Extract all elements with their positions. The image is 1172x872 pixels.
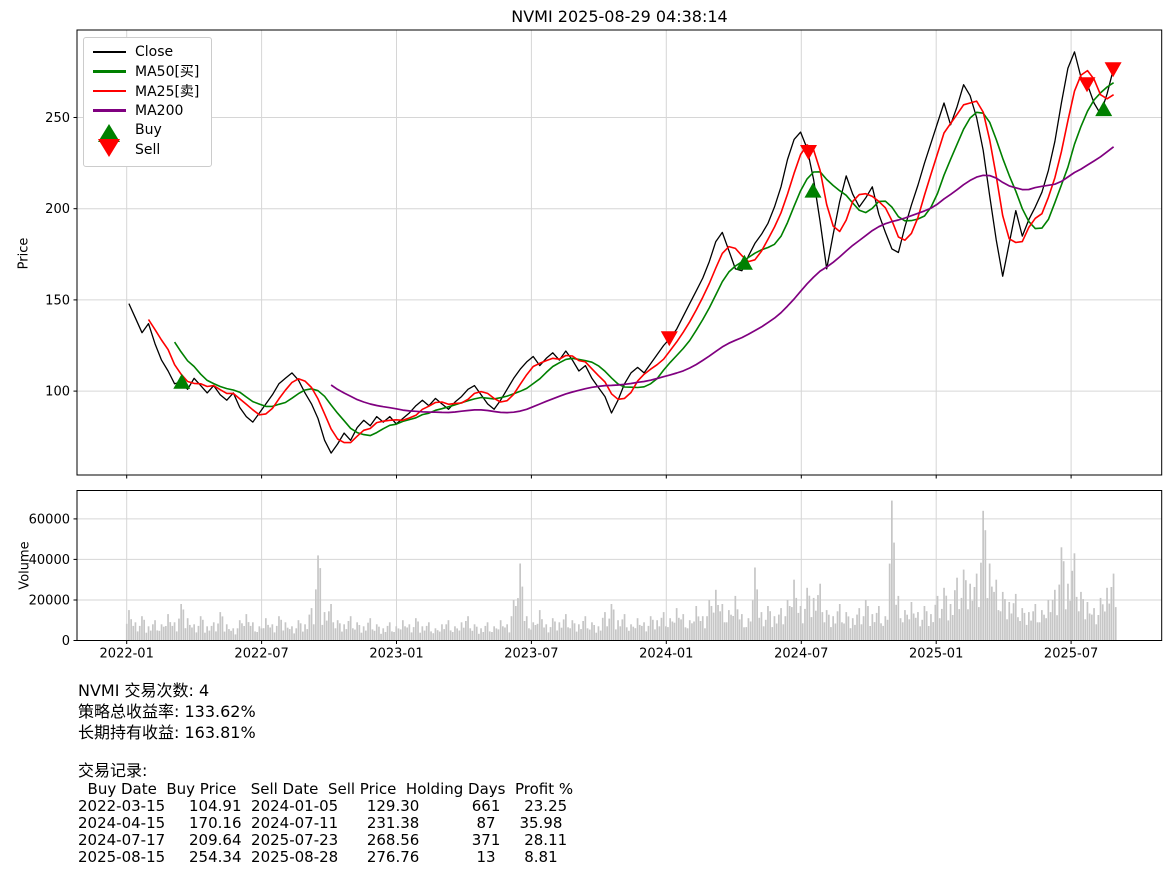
svg-text:2023-07: 2023-07 [504,647,558,662]
legend-item-close: Close [91,42,199,62]
trade-records-title: 交易记录: [78,761,148,780]
chart-title: NVMI 2025-08-29 04:38:14 [511,7,728,26]
svg-text:2025-07: 2025-07 [1044,647,1098,662]
ma50-line [173,82,1115,437]
trade-table-row: 2024-04-15 170.16 2024-07-11 231.38 87 3… [78,814,563,832]
trade-table-row: 2022-03-15 104.91 2024-01-05 129.30 661 … [78,797,568,815]
tick-labels: 2022-01 2022-07 2023-01 2023-07 2024-01 2024-… [29,111,1099,662]
svg-text:60000: 60000 [29,512,70,527]
ma200-line [330,146,1115,414]
svg-text:20000: 20000 [29,594,70,609]
svg-text:2025-01: 2025-01 [909,647,963,662]
ma50-line-swatch [91,70,127,73]
axis-ticks [73,117,1072,644]
legend-item-ma25: MA25[卖] [91,81,199,101]
stat-line: NVMI 交易次数: 4 [78,681,210,700]
svg-text:2022-01: 2022-01 [100,647,154,662]
stat-line: 策略总收益率: 133.62% [78,702,256,721]
sell-marker-icon [91,139,127,158]
ma25-line [147,69,1115,444]
volume-bars [125,500,1117,641]
strategy-stats: NVMI 交易次数: 4 策略总收益率: 133.62% 长期持有收益: 163.8… [78,680,573,743]
svg-text:0: 0 [62,634,70,649]
axes-spines [76,29,1163,641]
svg-text:2023-01: 2023-01 [369,647,423,662]
svg-text:2024-07: 2024-07 [774,647,828,662]
close-line-swatch [91,50,127,53]
legend-label: Buy [135,122,162,139]
legend-label: MA200 [135,102,184,119]
svg-text:2022-07: 2022-07 [234,647,288,662]
svg-text:2024-01: 2024-01 [639,647,693,662]
legend-label: MA25[卖] [135,83,200,100]
price-axis-label: Price [16,237,32,270]
legend-item-sell: Sell [91,139,199,160]
volume-axis-label: Volume [17,541,33,590]
svg-text:150: 150 [45,293,70,308]
sell-markers [660,62,1122,347]
legend-label: MA50[买] [135,64,200,81]
trade-table-row: 2025-08-15 254.34 2025-08-28 276.76 13 8… [78,848,558,866]
legend-item-buy: Buy [91,118,199,143]
svg-text:250: 250 [45,111,70,126]
svg-text:40000: 40000 [29,553,70,568]
trade-table-header: Buy Date Buy Price Sell Date Sell Price … [78,780,574,798]
price-volume-chart: 2022-01 2022-07 2023-01 2023-07 2024-01 2024-… [29,29,1163,662]
trade-records-table: Buy Date Buy Price Sell Date Sell Price … [78,781,573,866]
gridlines [77,30,1162,641]
svg-text:200: 200 [45,202,70,217]
buy-marker-icon [91,118,127,143]
trade-table-row: 2024-07-17 209.64 2025-07-23 268.56 371 … [78,831,568,849]
legend: Close MA50[买] MA25[卖] MA200 Buy Sell [83,37,213,167]
legend-item-ma200: MA200 [91,101,199,121]
legend-label: Sell [135,141,161,158]
close-line [128,51,1115,454]
summary-text-block: NVMI 交易次数: 4 策略总收益率: 133.62% 长期持有收益: 163.8… [78,680,573,866]
ma200-line-swatch [91,109,127,112]
buy-markers [173,101,1113,389]
legend-label: Close [135,43,174,60]
stat-line: 长期持有收益: 163.81% [78,723,256,742]
ma25-line-swatch [91,89,127,93]
legend-item-ma50: MA50[买] [91,62,199,82]
svg-text:100: 100 [45,385,70,400]
